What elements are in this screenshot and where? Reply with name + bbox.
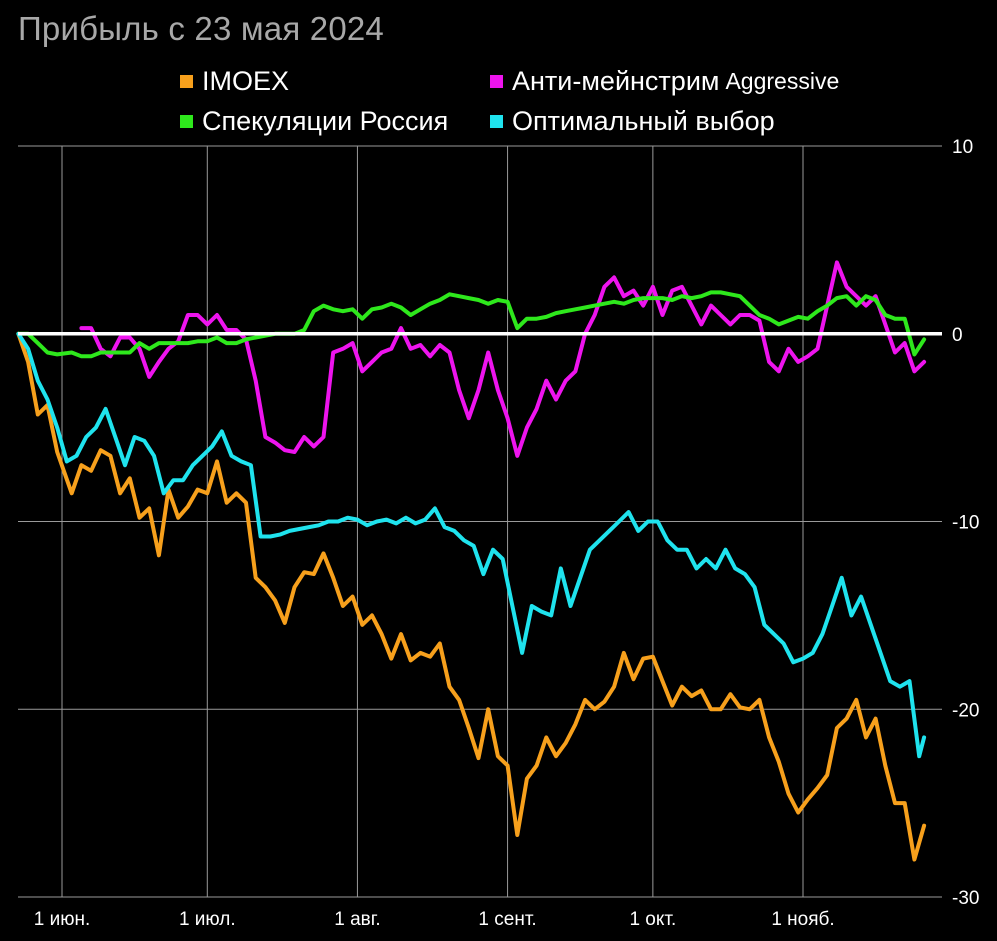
y-tick-label--30: -30 [952, 888, 979, 909]
chart-legend: IMOEX Анти-мейнстрим Aggressive Спекуляц… [180, 66, 940, 146]
legend-swatch-speculation [180, 115, 193, 128]
y-tick-label--20: -20 [952, 700, 979, 721]
series-line-spec [16, 290, 927, 359]
x-tick-label-2024-10-01: 1 окт. [629, 909, 676, 930]
legend-item-speculation: Спекуляции Россия [180, 106, 448, 137]
y-tick-label-10: 10 [952, 137, 973, 158]
legend-swatch-optimal [490, 115, 503, 128]
series-line-imoex [16, 331, 927, 862]
legend-item-anti-mainstream: Анти-мейнстрим Aggressive [490, 66, 839, 97]
x-tick-label-2024-08-01: 1 авг. [334, 909, 380, 930]
chart-title: Прибыль с 23 мая 2024 [18, 10, 384, 47]
legend-label-anti-mainstream-suffix: Aggressive [725, 68, 840, 94]
x-tick-label-2024-11-01: 1 нояб. [771, 909, 834, 930]
x-tick-label-2024-09-01: 1 сент. [478, 909, 536, 930]
legend-swatch-imoex [180, 75, 193, 88]
legend-label-imoex: IMOEX [202, 66, 290, 96]
series-line-optimal [16, 331, 927, 759]
x-tick-label-2024-06-01: 1 июн. [34, 909, 90, 930]
legend-item-imoex: IMOEX [180, 66, 289, 97]
legend-item-optimal: Оптимальный выбор [490, 106, 775, 137]
legend-label-optimal: Оптимальный выбор [512, 106, 775, 136]
y-tick-label--10: -10 [952, 513, 979, 534]
x-tick-label-2024-07-01: 1 июл. [179, 909, 236, 930]
legend-swatch-anti-mainstream [490, 75, 503, 88]
legend-label-anti-mainstream: Анти-мейнстрим [512, 66, 720, 96]
legend-label-speculation: Спекуляции Россия [202, 106, 449, 136]
y-tick-label-0: 0 [952, 325, 963, 346]
series-line-anti [79, 260, 927, 458]
